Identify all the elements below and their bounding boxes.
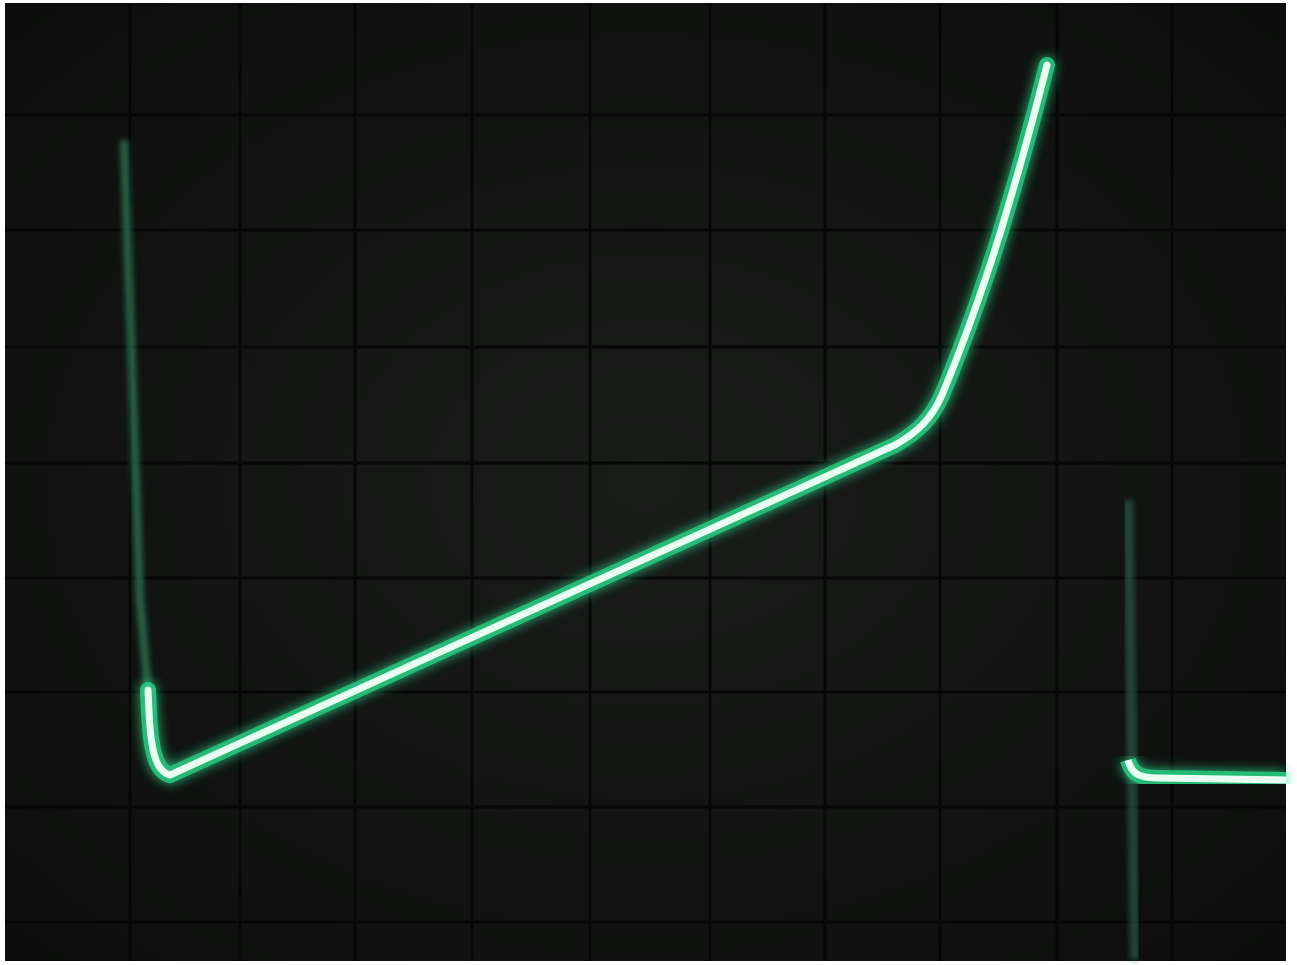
retrace-faint [1128,500,1135,960]
screen [5,3,1286,961]
page: (() => { JSON.parse(document.getElementB… [0,0,1297,965]
oscilloscope-photo [0,0,1297,965]
